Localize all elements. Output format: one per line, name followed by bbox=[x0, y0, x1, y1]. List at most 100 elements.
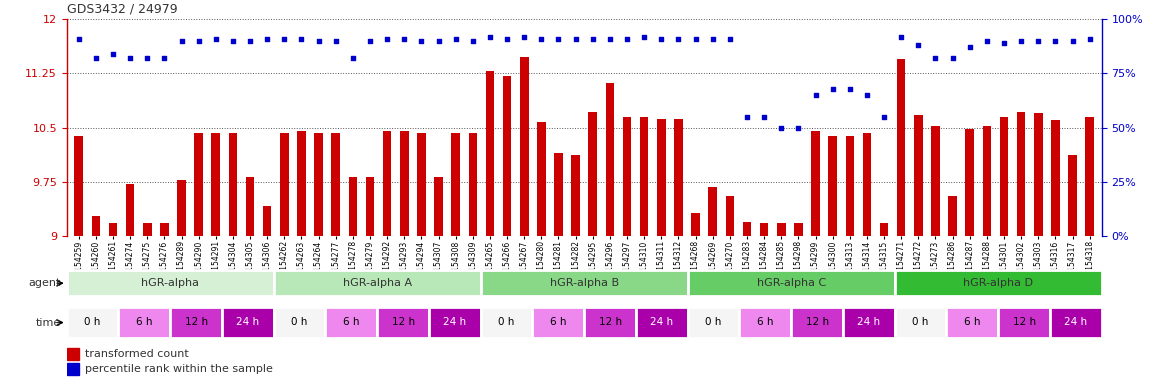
Bar bbox=[348, 177, 358, 236]
Text: 6 h: 6 h bbox=[757, 317, 774, 327]
Bar bbox=[636, 307, 688, 338]
Point bbox=[275, 36, 293, 42]
Text: 6 h: 6 h bbox=[550, 317, 567, 327]
Bar bbox=[481, 270, 688, 296]
Text: 6 h: 6 h bbox=[964, 317, 981, 327]
Text: 0 h: 0 h bbox=[498, 317, 515, 327]
Bar bbox=[503, 76, 512, 236]
Point bbox=[446, 36, 465, 42]
Bar bbox=[75, 136, 83, 236]
Bar bbox=[109, 223, 117, 236]
Bar bbox=[377, 307, 429, 338]
Text: 12 h: 12 h bbox=[598, 317, 622, 327]
Point bbox=[344, 55, 362, 61]
Text: 0 h: 0 h bbox=[291, 317, 308, 327]
Bar bbox=[708, 187, 716, 236]
Point bbox=[104, 51, 122, 57]
Point bbox=[789, 124, 807, 131]
Point bbox=[498, 36, 516, 42]
Point bbox=[1029, 38, 1048, 44]
Bar bbox=[417, 134, 426, 236]
Bar bbox=[688, 270, 895, 296]
Bar bbox=[606, 83, 614, 236]
Bar bbox=[1017, 112, 1026, 236]
Bar bbox=[1050, 307, 1102, 338]
Bar bbox=[589, 112, 597, 236]
Point bbox=[481, 33, 499, 40]
Bar bbox=[229, 134, 237, 236]
Point bbox=[1081, 36, 1099, 42]
Bar bbox=[481, 307, 532, 338]
Bar bbox=[212, 134, 220, 236]
Bar bbox=[366, 177, 374, 236]
Text: 6 h: 6 h bbox=[136, 317, 153, 327]
Bar bbox=[1034, 113, 1043, 236]
Bar bbox=[274, 307, 325, 338]
Bar bbox=[1068, 155, 1076, 236]
Bar bbox=[325, 307, 377, 338]
Bar bbox=[982, 126, 991, 236]
Bar bbox=[314, 134, 323, 236]
Bar bbox=[895, 307, 946, 338]
Bar bbox=[914, 115, 922, 236]
Point bbox=[721, 36, 739, 42]
Bar bbox=[726, 196, 734, 236]
Point bbox=[155, 55, 174, 61]
Bar bbox=[554, 153, 562, 236]
Point bbox=[926, 55, 944, 61]
Text: 0 h: 0 h bbox=[705, 317, 722, 327]
Bar bbox=[263, 206, 271, 236]
Point bbox=[327, 38, 345, 44]
Bar bbox=[688, 307, 739, 338]
Point bbox=[892, 33, 911, 40]
Point bbox=[738, 114, 757, 120]
Point bbox=[772, 124, 790, 131]
Point bbox=[875, 114, 894, 120]
Text: 24 h: 24 h bbox=[857, 317, 881, 327]
Bar bbox=[67, 270, 274, 296]
Bar bbox=[657, 119, 666, 236]
Text: 12 h: 12 h bbox=[805, 317, 829, 327]
Bar bbox=[828, 136, 837, 236]
Bar bbox=[67, 362, 79, 375]
Text: time: time bbox=[36, 318, 61, 328]
Text: 12 h: 12 h bbox=[391, 317, 415, 327]
Bar bbox=[584, 307, 636, 338]
Bar bbox=[452, 134, 460, 236]
Text: 24 h: 24 h bbox=[443, 317, 467, 327]
Text: transformed count: transformed count bbox=[85, 349, 189, 359]
Bar bbox=[170, 307, 222, 338]
Bar bbox=[1086, 117, 1094, 236]
Bar bbox=[297, 131, 306, 236]
Bar bbox=[895, 270, 1102, 296]
Point bbox=[1064, 38, 1082, 44]
Bar bbox=[572, 155, 580, 236]
Point bbox=[635, 33, 653, 40]
Text: percentile rank within the sample: percentile rank within the sample bbox=[85, 364, 274, 374]
Bar bbox=[811, 131, 820, 236]
Point bbox=[618, 36, 636, 42]
Bar bbox=[932, 126, 940, 236]
Bar bbox=[791, 307, 843, 338]
Text: 24 h: 24 h bbox=[236, 317, 260, 327]
Text: 12 h: 12 h bbox=[1012, 317, 1036, 327]
Bar bbox=[468, 134, 477, 236]
Bar bbox=[143, 223, 152, 236]
Bar bbox=[274, 270, 481, 296]
Point bbox=[292, 36, 311, 42]
Bar bbox=[674, 119, 683, 236]
Point bbox=[943, 55, 961, 61]
Bar bbox=[520, 57, 529, 236]
Point bbox=[190, 38, 208, 44]
Bar bbox=[897, 59, 905, 236]
Point bbox=[1012, 38, 1030, 44]
Point bbox=[532, 36, 551, 42]
Bar bbox=[966, 129, 974, 236]
Text: 24 h: 24 h bbox=[650, 317, 674, 327]
Bar bbox=[777, 223, 785, 236]
Point bbox=[704, 36, 722, 42]
Text: hGR-alpha D: hGR-alpha D bbox=[964, 278, 1033, 288]
Bar bbox=[67, 307, 118, 338]
Bar bbox=[532, 307, 584, 338]
Bar bbox=[435, 177, 443, 236]
